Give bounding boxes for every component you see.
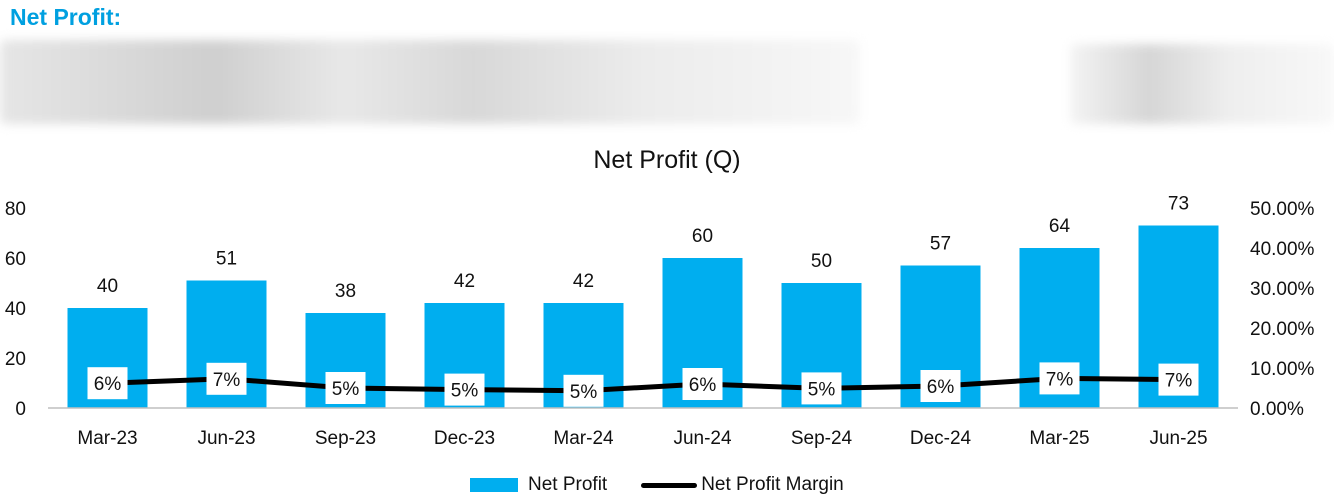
x-tick-label: Sep-24 [791, 428, 853, 449]
margin-point-label: 7% [1046, 369, 1074, 390]
margin-label-box [1039, 362, 1080, 395]
y-left-tick-label: 60 [5, 249, 26, 270]
bar-value-label: 73 [1168, 194, 1189, 215]
y-left-tick-label: 80 [5, 199, 26, 220]
section-heading: Net Profit: [10, 4, 122, 30]
x-tick-label: Dec-24 [910, 428, 972, 449]
chart-title: Net Profit (Q) [593, 146, 741, 174]
legend-swatch-net-profit [470, 478, 518, 492]
legend-label-net-profit: Net Profit [528, 474, 608, 495]
margin-point-label: 5% [570, 382, 598, 403]
margin-label-box [325, 372, 366, 404]
margin-label-box [1158, 363, 1199, 396]
y-right-tick-label: 40.00% [1250, 239, 1315, 260]
bar-value-label: 64 [1049, 216, 1071, 237]
legend-swatch-net-profit-margin [641, 482, 698, 488]
margin-label-box [920, 370, 961, 402]
x-tick-label: Mar-23 [77, 428, 137, 449]
x-tick-label: Sep-23 [315, 428, 376, 449]
y-left-tick-label: 40 [5, 299, 26, 320]
bar-value-label: 38 [335, 281, 356, 302]
bar-value-label: 50 [811, 251, 832, 272]
y-left-tick-label: 0 [15, 399, 26, 420]
margin-point-label: 7% [1165, 371, 1193, 392]
y-right-tick-label: 30.00% [1250, 279, 1315, 300]
margin-point-label: 5% [808, 379, 836, 400]
x-tick-label: Dec-23 [434, 428, 495, 449]
bar-value-label: 42 [454, 271, 475, 292]
bar-value-label: 42 [573, 271, 594, 292]
line-net-profit-margin [105, 375, 1181, 394]
bar-value-label: 60 [692, 226, 713, 247]
margin-label-box [87, 367, 128, 400]
y-right-tick-label: 10.00% [1250, 359, 1315, 380]
margin-label-box [682, 368, 723, 400]
margin-point-label: 5% [451, 381, 479, 402]
margin-label-box [206, 362, 247, 395]
y-right-tick-label: 0.00% [1250, 399, 1304, 420]
margin-point-label: 7% [213, 370, 241, 391]
margin-point-label: 6% [927, 377, 955, 398]
chart-legend: Net Profit Net Profit Margin [470, 474, 844, 496]
margin-point-label: 5% [332, 379, 360, 400]
bar-value-label: 40 [97, 276, 118, 297]
x-tick-label: Jun-24 [673, 428, 732, 449]
bar-value-label: 57 [930, 234, 951, 255]
x-tick-label: Jun-23 [197, 428, 255, 449]
margin-point-label: 6% [94, 374, 122, 395]
legend-label-net-profit-margin: Net Profit Margin [701, 474, 844, 495]
x-tick-label: Mar-25 [1029, 428, 1089, 449]
margin-label-box [801, 372, 842, 405]
margin-point-label: 6% [689, 375, 717, 396]
margin-label-box [444, 373, 485, 406]
y-right-tick-label: 50.00% [1250, 199, 1315, 220]
chart-canvas: 0 20 40 60 80 0.00% 10.00% 20.00% 30.00% 40.00% 50… [5, 194, 1315, 450]
x-tick-label: Mar-24 [553, 428, 614, 449]
y-left-tick-label: 20 [5, 349, 26, 370]
x-tick-label: Jun-25 [1149, 428, 1207, 449]
bar-value-label: 51 [216, 249, 237, 270]
margin-label-box [563, 374, 604, 407]
y-right-tick-label: 20.00% [1250, 319, 1315, 340]
